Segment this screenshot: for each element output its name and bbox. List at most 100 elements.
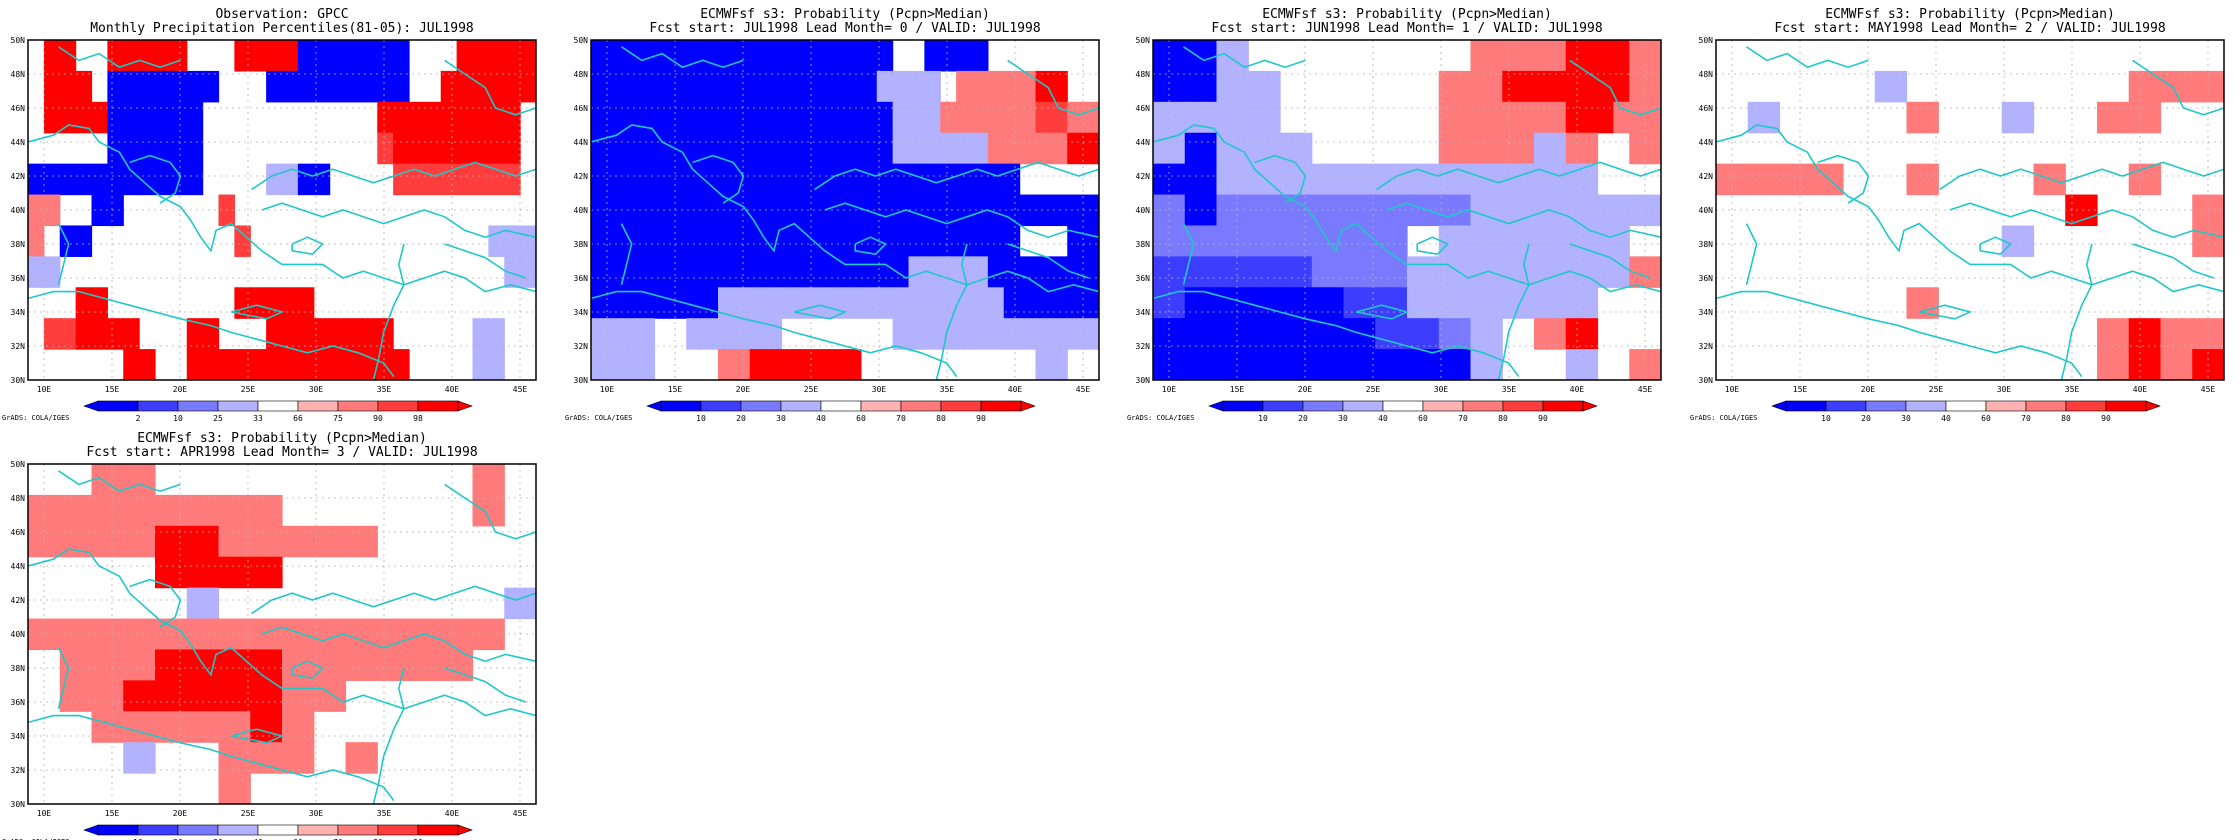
lat-tick-label: 30N <box>1699 376 1714 385</box>
grid-cell <box>655 195 671 227</box>
colorbar-segment <box>1223 401 1263 411</box>
grid-cell <box>1153 71 1169 103</box>
colorbar-segment <box>1786 401 1826 411</box>
grid-cell <box>702 40 718 72</box>
grid-cell <box>940 102 956 134</box>
grid-cell <box>829 287 845 319</box>
grid-cell <box>670 225 686 257</box>
grid-cell <box>718 164 734 196</box>
grid-cell <box>346 526 362 558</box>
grads-credit: GrADS: COLA/IGES <box>565 414 632 422</box>
grid-cell <box>1169 225 1185 257</box>
grid-cell <box>750 102 766 134</box>
grid-cell <box>346 71 362 103</box>
grid-cell <box>457 71 473 103</box>
grid-cell <box>1582 287 1598 319</box>
lon-tick-label: 10E <box>1725 385 1740 394</box>
grid-cell <box>187 349 203 381</box>
grid-cell <box>829 349 845 381</box>
grid-cell <box>123 71 139 103</box>
map-area <box>28 464 537 805</box>
lon-tick-label: 25E <box>241 385 256 394</box>
grid-cell <box>750 349 766 381</box>
grid-cell <box>488 318 504 350</box>
grid-cell <box>2161 349 2177 381</box>
grid-cell <box>1312 225 1328 257</box>
grid-cell <box>829 225 845 257</box>
grid-cell <box>203 318 219 350</box>
colorbar-tick-label: 70 <box>2021 414 2031 423</box>
grid-cell <box>750 164 766 196</box>
grid-cell <box>187 526 203 558</box>
grid-cell <box>28 619 44 651</box>
grid-cell <box>702 287 718 319</box>
colorbar-segment <box>138 401 178 411</box>
grid-cell <box>377 71 393 103</box>
grid-cell <box>988 71 1004 103</box>
grid-cell <box>734 40 750 72</box>
grid-cell <box>972 318 988 350</box>
grid-cell <box>1232 164 1248 196</box>
lon-tick-label: 15E <box>1793 385 1808 394</box>
grid-cell <box>1067 195 1083 227</box>
colorbar-tick-label: 60 <box>856 414 866 423</box>
colorbar-segment <box>2026 401 2066 411</box>
grid-cell <box>1518 71 1534 103</box>
grads-credit: GrADS: COLA/IGES <box>1127 414 1194 422</box>
grid-cell <box>956 164 972 196</box>
grid-cell <box>940 40 956 72</box>
grid-cell <box>813 349 829 381</box>
grid-cell <box>718 349 734 381</box>
grid-cell <box>940 318 956 350</box>
colorbar-tick-label: 10 <box>173 414 183 423</box>
grid-cell <box>1312 195 1328 227</box>
grid-cell <box>1407 256 1423 288</box>
grid-cell <box>639 133 655 165</box>
grid-cell <box>718 71 734 103</box>
colorbar: 2 10 25 33 66 75 90 98 <box>84 401 472 423</box>
grid-cell <box>988 225 1004 257</box>
grid-cell <box>813 102 829 134</box>
grid-cell <box>393 102 409 134</box>
grid-cell <box>155 495 171 527</box>
grid-cell <box>1486 102 1502 134</box>
grid-cell <box>393 349 409 381</box>
grid-cell <box>1502 40 1518 72</box>
grid-cell <box>702 225 718 257</box>
grid-cell <box>924 287 940 319</box>
grid-cell <box>797 40 813 72</box>
grid-cell <box>1004 287 1020 319</box>
grid-cell <box>361 526 377 558</box>
map-panel-3: ECMWFsf s3: Probability (Pcpn>Median)Fcs… <box>1690 7 2225 423</box>
grid-cell <box>377 318 393 350</box>
grid-cell <box>441 71 457 103</box>
grid-cell <box>377 40 393 72</box>
colorbar-segment <box>178 825 218 835</box>
colorbar-segment <box>338 401 378 411</box>
lat-tick-label: 44N <box>1699 138 1714 147</box>
grid-cell <box>2034 164 2050 196</box>
lat-tick-label: 30N <box>574 376 589 385</box>
lat-tick-label: 40N <box>11 630 26 639</box>
grid-cell <box>1169 40 1185 72</box>
map-panel-4: ECMWFsf s3: Probability (Pcpn>Median)Fcs… <box>2 431 537 840</box>
grid-cell <box>107 680 123 712</box>
lon-tick-label: 45E <box>513 809 528 818</box>
grid-cell <box>766 256 782 288</box>
grid-cell <box>1232 133 1248 165</box>
grid-cell <box>1566 102 1582 134</box>
lon-tick-label: 15E <box>668 385 683 394</box>
grid-cell <box>1582 102 1598 134</box>
grid-cell <box>1629 40 1645 72</box>
grid-cell <box>298 526 314 558</box>
map-panel-1: ECMWFsf s3: Probability (Pcpn>Median)Fcs… <box>565 7 1100 423</box>
grid-cell <box>1534 287 1550 319</box>
grid-cell <box>1359 225 1375 257</box>
grid-cell <box>1455 71 1471 103</box>
lon-tick-label: 40E <box>1570 385 1585 394</box>
grid-cell <box>702 102 718 134</box>
grid-cell <box>250 40 266 72</box>
grid-cell <box>2208 225 2224 257</box>
grid-cell <box>298 742 314 774</box>
grid-cell <box>107 495 123 527</box>
